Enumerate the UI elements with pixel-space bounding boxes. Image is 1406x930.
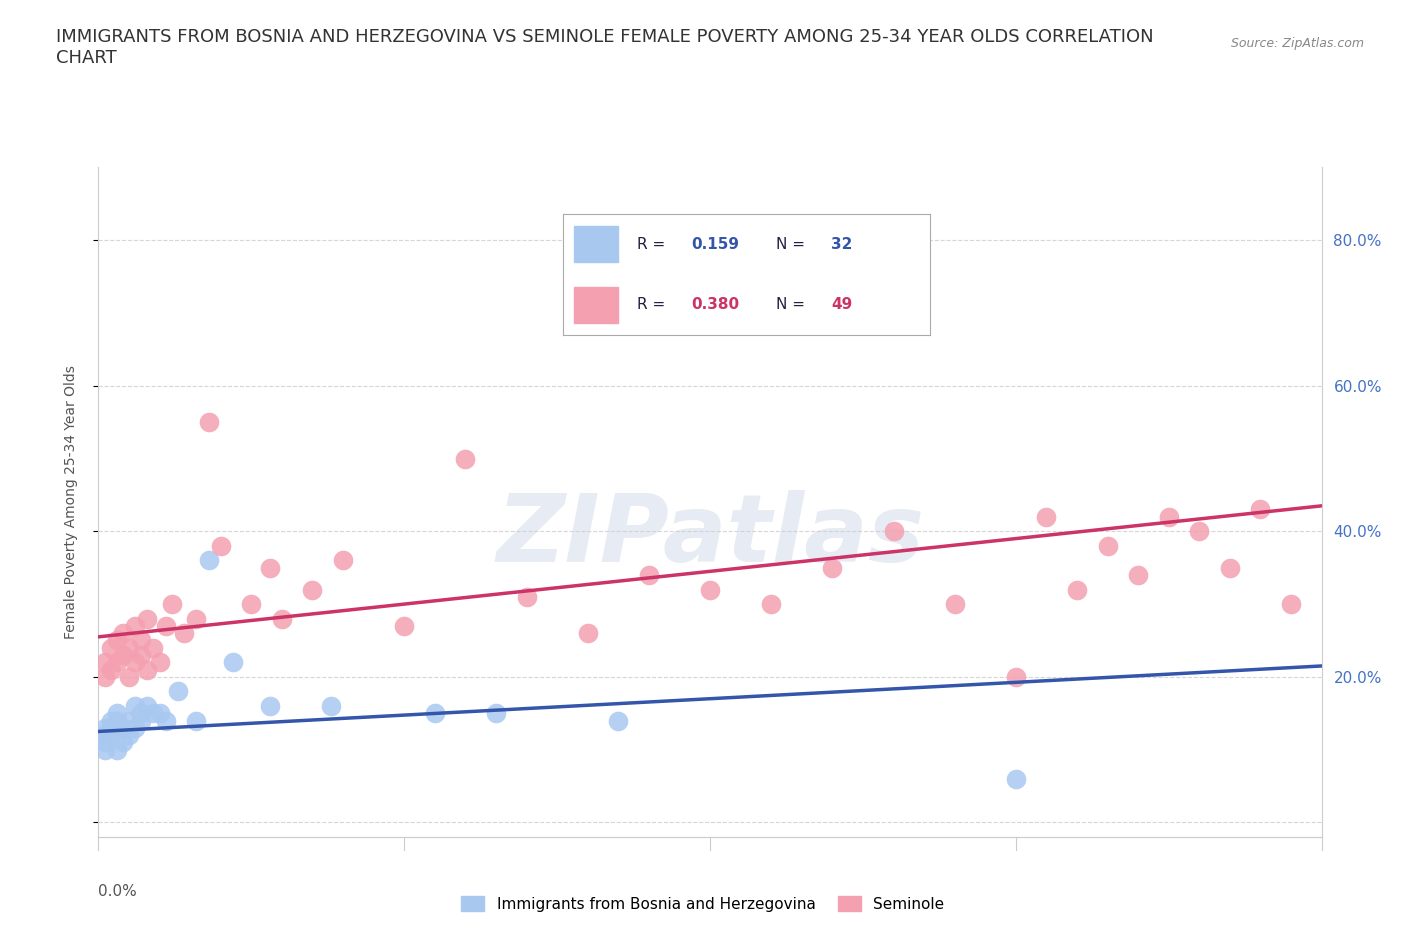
Point [105, 706, 128, 721]
Point [332, 553, 354, 568]
Point [111, 735, 134, 750]
Point [1128, 567, 1150, 582]
Point [124, 618, 146, 633]
Point [259, 560, 281, 575]
Point [149, 655, 172, 670]
Point [392, 618, 416, 633]
Point [485, 706, 508, 721]
Text: IMMIGRANTS FROM BOSNIA AND HERZEGOVINA VS SEMINOLE FEMALE POVERTY AMONG 25-34 YE: IMMIGRANTS FROM BOSNIA AND HERZEGOVINA V… [56, 28, 1154, 67]
Point [100, 662, 122, 677]
Point [111, 647, 134, 662]
Text: 0.0%: 0.0% [98, 884, 138, 899]
Point [111, 626, 134, 641]
Point [167, 684, 190, 698]
Point [100, 641, 122, 656]
Point [142, 706, 165, 721]
Point [301, 582, 323, 597]
Point [423, 706, 446, 721]
Point [93, 735, 115, 750]
Point [100, 727, 122, 742]
Point [129, 647, 152, 662]
Point [129, 706, 152, 721]
Point [1249, 502, 1271, 517]
Point [155, 713, 177, 728]
Point [1157, 510, 1180, 525]
Point [124, 698, 146, 713]
Point [1279, 597, 1302, 612]
Point [173, 626, 195, 641]
Point [105, 713, 128, 728]
Point [186, 611, 208, 626]
Point [637, 567, 661, 582]
Point [100, 721, 122, 736]
Point [759, 597, 782, 612]
Point [149, 706, 172, 721]
Point [1035, 510, 1057, 525]
Text: Source: ZipAtlas.com: Source: ZipAtlas.com [1230, 37, 1364, 50]
Point [160, 597, 183, 612]
Point [576, 626, 599, 641]
Point [186, 713, 208, 728]
Point [118, 713, 141, 728]
Point [607, 713, 630, 728]
Point [240, 597, 263, 612]
Text: ZIPatlas: ZIPatlas [496, 490, 924, 581]
Point [118, 670, 141, 684]
Point [129, 633, 152, 648]
Point [118, 641, 141, 656]
Point [136, 698, 159, 713]
Point [142, 641, 165, 656]
Point [1066, 582, 1088, 597]
Point [197, 553, 219, 568]
Point [883, 524, 905, 538]
Point [93, 727, 115, 742]
Point [136, 611, 159, 626]
Point [821, 560, 844, 575]
Point [93, 721, 115, 736]
Point [100, 713, 122, 728]
Y-axis label: Female Poverty Among 25-34 Year Olds: Female Poverty Among 25-34 Year Olds [63, 365, 77, 639]
Point [93, 670, 115, 684]
Point [93, 742, 115, 757]
Point [197, 415, 219, 430]
Point [1004, 771, 1026, 786]
Point [129, 713, 152, 728]
Point [1097, 538, 1119, 553]
Point [105, 655, 128, 670]
Point [222, 655, 245, 670]
Point [105, 633, 128, 648]
Point [1004, 670, 1026, 684]
Point [105, 742, 128, 757]
Point [259, 698, 281, 713]
Point [136, 662, 159, 677]
Point [943, 597, 966, 612]
Point [124, 655, 146, 670]
Point [155, 618, 177, 633]
Point [1219, 560, 1241, 575]
Point [516, 590, 538, 604]
Point [319, 698, 342, 713]
Point [699, 582, 721, 597]
Point [270, 611, 292, 626]
Point [1188, 524, 1211, 538]
Point [93, 655, 115, 670]
Point [209, 538, 232, 553]
Point [111, 721, 134, 736]
Point [454, 451, 477, 466]
Point [124, 721, 146, 736]
Legend: Immigrants from Bosnia and Herzegovina, Seminole: Immigrants from Bosnia and Herzegovina, … [456, 889, 950, 918]
Point [118, 727, 141, 742]
